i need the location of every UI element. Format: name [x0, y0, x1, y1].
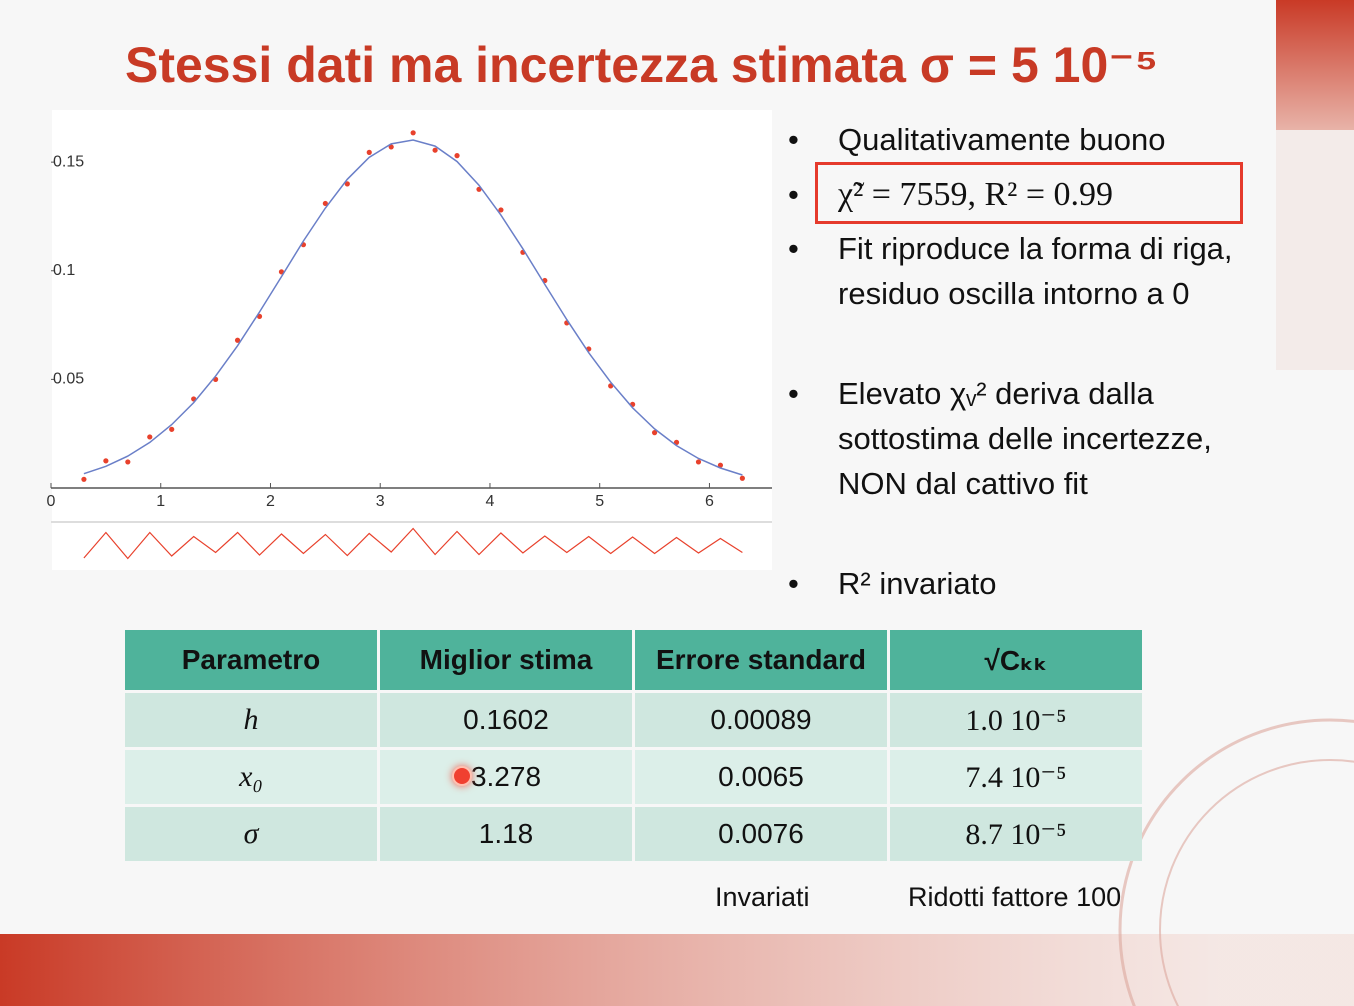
table-cell: 0.00089 [635, 693, 887, 747]
data-point [125, 459, 131, 465]
data-point [432, 147, 438, 153]
y-tick-label: 0.05 [53, 371, 84, 388]
data-point [234, 337, 241, 343]
bullet-text: χ̃² = 7559, R² = 0.99 [838, 176, 1114, 213]
param-table: Parametro Miglior stima Errore standard √Cₖ… [122, 627, 1145, 864]
bullet-text: Qualitativamente buono [838, 122, 1166, 157]
data-point [322, 200, 328, 207]
table-cell: 7.4 10⁻⁵ [890, 750, 1142, 804]
table-cell: 0.0065 [635, 750, 887, 804]
data-point [695, 459, 702, 465]
table-cell: 3.278 [380, 750, 632, 804]
data-point [103, 458, 109, 464]
data-point [344, 181, 350, 187]
table-header: Miglior stima [380, 630, 632, 690]
table-header: √Cₖₖ [890, 630, 1142, 690]
table-cell: 1.0 10⁻⁵ [890, 693, 1142, 747]
table-header: Errore standard [635, 630, 887, 690]
data-point [717, 462, 724, 468]
data-point [454, 153, 460, 159]
table-cell: σ [125, 807, 377, 861]
cursor [452, 766, 472, 786]
data-point [81, 476, 87, 482]
data-point [498, 207, 504, 213]
data-point [410, 130, 416, 136]
data-point [366, 149, 372, 155]
data-point [147, 434, 153, 440]
slide-title: Stessi dati ma incertezza stimata σ = 5 … [125, 37, 1159, 93]
residual-line [83, 527, 743, 560]
fit-curve [83, 139, 743, 476]
x-tick-label: 1 [156, 493, 165, 510]
bullet-text: R² invariato [838, 566, 997, 601]
y-tick-label: 0.15 [53, 153, 84, 170]
table-cell: 1.18 [380, 807, 632, 861]
table-header: Parametro [125, 630, 377, 690]
table-cell: h [125, 693, 377, 747]
data-point [169, 426, 175, 432]
bullet-text: Elevato χᵥ² deriva dalla sottostima dell… [838, 376, 1212, 501]
data-point [673, 439, 680, 445]
x-tick-label: 3 [376, 493, 385, 510]
x-tick-label: 6 [705, 493, 714, 510]
highlight-box [815, 162, 1243, 224]
table-cell: 8.7 10⁻⁵ [890, 807, 1142, 861]
data-point [651, 430, 658, 436]
table-cell: x₀ [125, 750, 377, 804]
x-tick-label: 0 [47, 493, 56, 510]
note: Ridotti fattore 100 [908, 882, 1122, 912]
x-tick-label: 5 [595, 493, 604, 510]
x-tick-label: 4 [486, 493, 495, 510]
note: Invariati [715, 882, 810, 912]
bullet-text: Fit riproduce la forma di riga, residuo … [838, 231, 1233, 311]
table-cell: 0.1602 [380, 693, 632, 747]
data-point [388, 144, 394, 150]
y-tick-label: 0.1 [53, 262, 75, 279]
table-cell: 0.0076 [635, 807, 887, 861]
x-tick-label: 2 [266, 493, 275, 510]
data-point [739, 475, 745, 481]
